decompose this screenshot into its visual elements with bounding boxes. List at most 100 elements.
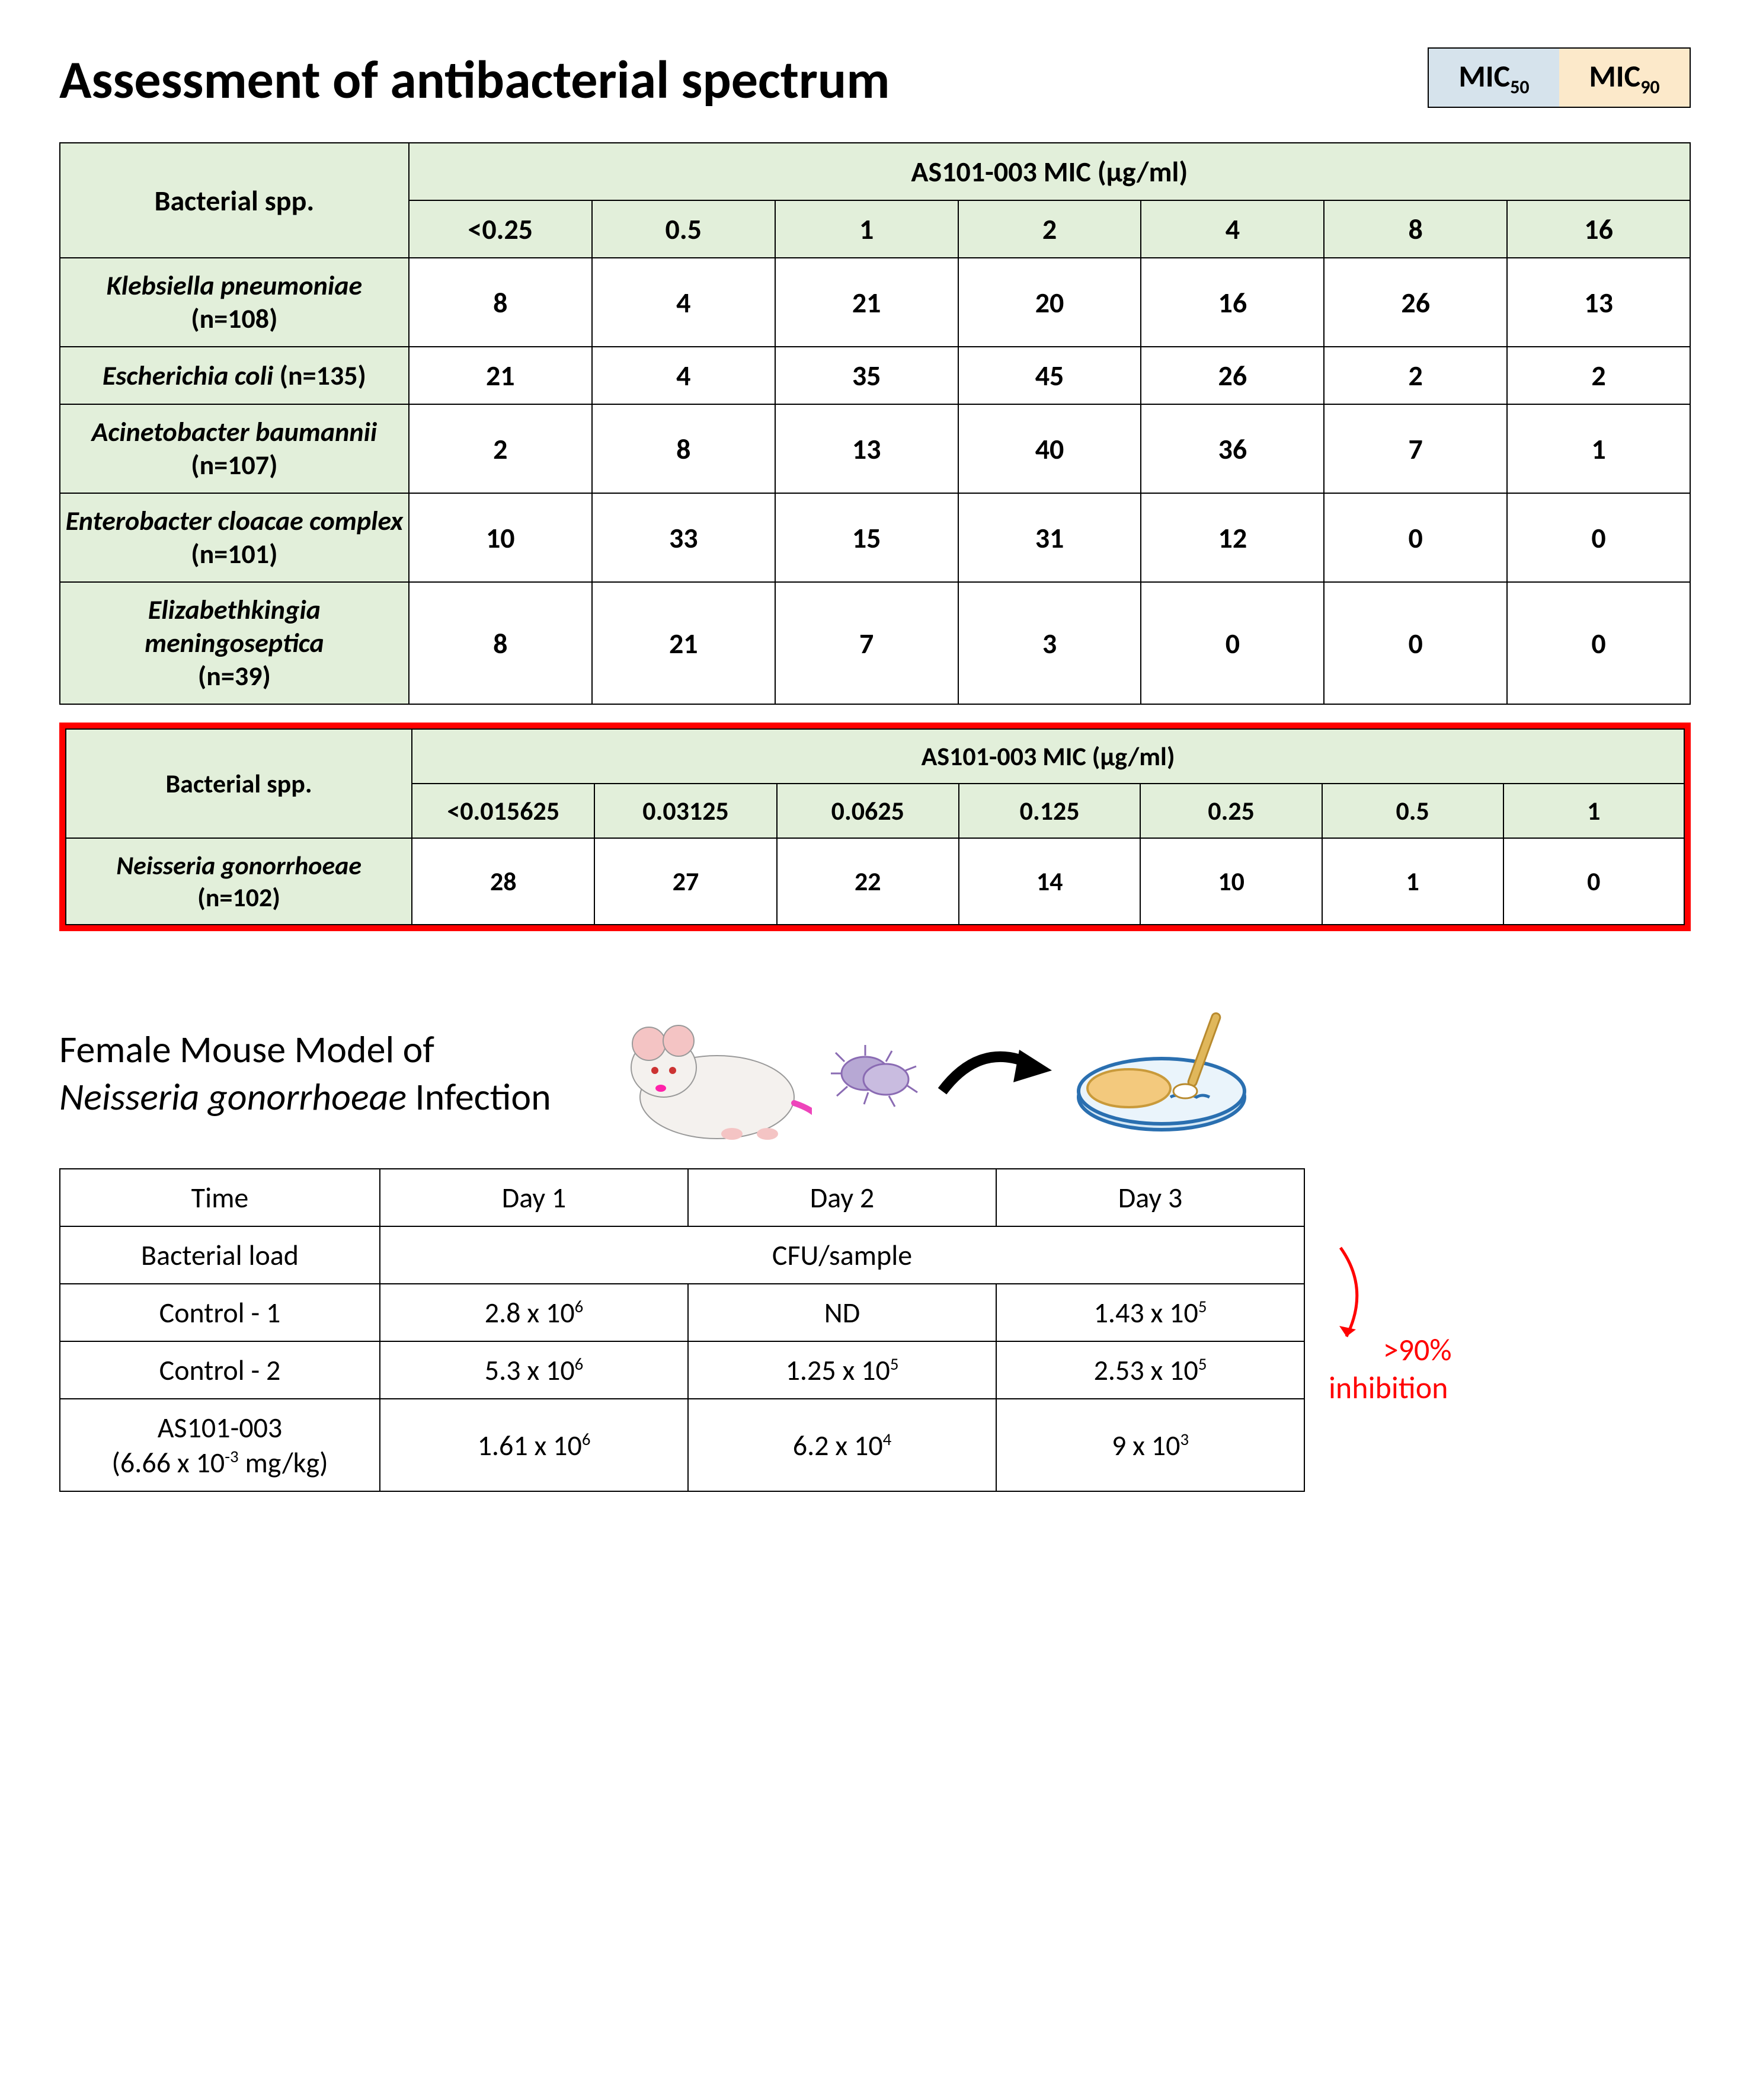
mic-value-cell: 8 — [409, 582, 592, 704]
mouse-model-section: Female Mouse Model of Neisseria gonorrho… — [59, 1002, 1691, 1492]
mic-value-cell: 12 — [1141, 493, 1324, 582]
title-row: Assessment of antibacterial spectrum MIC… — [59, 47, 1691, 130]
table-row: TimeDay 1Day 2Day 3 — [60, 1169, 1304, 1226]
table-row: Acinetobacter baumannii (n=107)281340367… — [60, 404, 1690, 493]
mic-value-cell: 0 — [1507, 493, 1690, 582]
mic-value-cell: 28 — [412, 838, 594, 925]
table-row: Escherichia coli (n=135)21435452622 — [60, 347, 1690, 404]
legend-mic50: MIC50 — [1429, 49, 1559, 107]
col-header-mic-value: 0.5 — [592, 200, 775, 258]
mic-value-cell: 15 — [775, 493, 958, 582]
col-header-mic-value: 4 — [1141, 200, 1324, 258]
cfu-value-cell: 2.53 x 105 — [996, 1341, 1304, 1399]
col-header-mic-value: 0.25 — [1140, 784, 1322, 838]
cfu-value-cell: 1.43 x 105 — [996, 1284, 1304, 1341]
species-cell: Elizabethkingia meningoseptica(n=39) — [60, 582, 409, 704]
cfu-value-cell: ND — [688, 1284, 996, 1341]
mic-value-cell: 26 — [1324, 258, 1507, 347]
mic-value-cell: 2 — [1507, 347, 1690, 404]
mic-value-cell: 21 — [592, 582, 775, 704]
cfu-value-cell: 6.2 x 104 — [688, 1399, 996, 1491]
mouse-title-line1: Female Mouse Model of — [59, 1027, 434, 1073]
table-row: AS101-003(6.66 x 10-3 mg/kg)1.61 x 1066.… — [60, 1399, 1304, 1491]
cfu-table-wrap: TimeDay 1Day 2Day 3 Bacterial load CFU/s… — [59, 1168, 1691, 1492]
cfu-value-cell: 5.3 x 106 — [380, 1341, 688, 1399]
mic-value-cell: 10 — [1140, 838, 1322, 925]
mic-value-cell: 0 — [1507, 582, 1690, 704]
cfu-row-label: AS101-003(6.66 x 10-3 mg/kg) — [60, 1399, 380, 1491]
cfu-value-cell: 2.8 x 106 — [380, 1284, 688, 1341]
table-row: Elizabethkingia meningoseptica(n=39)8217… — [60, 582, 1690, 704]
mic-value-cell: 27 — [594, 838, 776, 925]
cfu-row-label: Control - 2 — [60, 1341, 380, 1399]
col-header-mic: AS101-003 MIC (μg/ml) — [412, 729, 1684, 784]
cfu-value-cell: 1.25 x 105 — [688, 1341, 996, 1399]
mic-value-cell: 0 — [1141, 582, 1324, 704]
mouse-title: Female Mouse Model of Neisseria gonorrho… — [59, 1026, 551, 1121]
col-header-spp: Bacterial spp. — [60, 143, 409, 258]
mic-value-cell: 8 — [409, 258, 592, 347]
mic-value-cell: 2 — [1324, 347, 1507, 404]
mic-value-cell: 3 — [958, 582, 1141, 704]
mouse-header: Female Mouse Model of Neisseria gonorrho… — [59, 1002, 1691, 1145]
arrow-icon — [936, 1038, 1055, 1109]
cfu-value-cell: 1.61 x 106 — [380, 1399, 688, 1491]
col-header-mic-value: 8 — [1324, 200, 1507, 258]
cfu-header-cell: Day 3 — [996, 1169, 1304, 1226]
mic-value-cell: 13 — [775, 404, 958, 493]
inhibition-label: >90% inhibition — [1329, 1254, 1452, 1407]
mic-value-cell: 4 — [592, 347, 775, 404]
highlighted-neisseria-table: Bacterial spp. AS101-003 MIC (μg/ml) <0.… — [59, 723, 1691, 931]
mic-value-cell: 36 — [1141, 404, 1324, 493]
col-header-mic-value: 1 — [1503, 784, 1684, 838]
table-row: Control - 12.8 x 106ND1.43 x 105 — [60, 1284, 1304, 1341]
mouse-title-italic: Neisseria gonorrhoeae — [59, 1074, 407, 1120]
col-header-mic-value: 0.5 — [1322, 784, 1503, 838]
mic-legend: MIC50 MIC90 — [1428, 47, 1691, 108]
cfu-header-cell: Day 2 — [688, 1169, 996, 1226]
mic-value-cell: 33 — [592, 493, 775, 582]
species-cell: Enterobacter cloacae complex(n=101) — [60, 493, 409, 582]
mic-value-cell: 14 — [959, 838, 1141, 925]
mouse-title-line2b: Infection — [407, 1074, 551, 1120]
mic-value-cell: 2 — [409, 404, 592, 493]
bacterial-load-unit: CFU/sample — [380, 1226, 1304, 1284]
page-title: Assessment of antibacterial spectrum — [59, 47, 890, 113]
col-header-mic-value: <0.25 — [409, 200, 592, 258]
mic-value-cell: 8 — [592, 404, 775, 493]
legend-mic90: MIC90 — [1559, 49, 1690, 107]
mic-value-cell: 13 — [1507, 258, 1690, 347]
inhibition-word: inhibition — [1329, 1369, 1448, 1407]
table-row: Bacterial load CFU/sample — [60, 1226, 1304, 1284]
mic-value-cell: 22 — [777, 838, 959, 925]
table-row: Enterobacter cloacae complex(n=101)10331… — [60, 493, 1690, 582]
mic-value-cell: 0 — [1503, 838, 1684, 925]
mic-value-cell: 40 — [958, 404, 1141, 493]
mic-value-cell: 7 — [775, 582, 958, 704]
col-header-mic-value: 0.0625 — [777, 784, 959, 838]
species-cell: Neisseria gonorrhoeae(n=102) — [66, 838, 412, 925]
col-header-spp: Bacterial spp. — [66, 729, 412, 838]
mic-value-cell: 16 — [1141, 258, 1324, 347]
inhibition-arrow-icon — [1329, 1242, 1376, 1348]
mic-value-cell: 26 — [1141, 347, 1324, 404]
species-cell: Acinetobacter baumannii (n=107) — [60, 404, 409, 493]
col-header-mic-value: 2 — [958, 200, 1141, 258]
col-header-mic-value: 0.03125 — [594, 784, 776, 838]
legend-mic90-label: MIC — [1589, 57, 1640, 95]
mic-value-cell: 0 — [1324, 493, 1507, 582]
mic-table-2: Bacterial spp. AS101-003 MIC (μg/ml) <0.… — [65, 728, 1685, 925]
table-row: Bacterial spp. AS101-003 MIC (μg/ml) — [60, 143, 1690, 200]
mic-value-cell: 4 — [592, 258, 775, 347]
col-header-mic-value: 0.125 — [959, 784, 1141, 838]
cfu-table: TimeDay 1Day 2Day 3 Bacterial load CFU/s… — [59, 1168, 1305, 1492]
table-row: Neisseria gonorrhoeae(n=102)282722141010 — [66, 838, 1684, 925]
petri-dish-icon — [1073, 1008, 1250, 1139]
cfu-row-label: Control - 1 — [60, 1284, 380, 1341]
col-header-mic-value: <0.015625 — [412, 784, 594, 838]
mic-value-cell: 35 — [775, 347, 958, 404]
mic-value-cell: 10 — [409, 493, 592, 582]
species-cell: Klebsiella pneumoniae (n=108) — [60, 258, 409, 347]
mic-value-cell: 21 — [775, 258, 958, 347]
mic-value-cell: 20 — [958, 258, 1141, 347]
